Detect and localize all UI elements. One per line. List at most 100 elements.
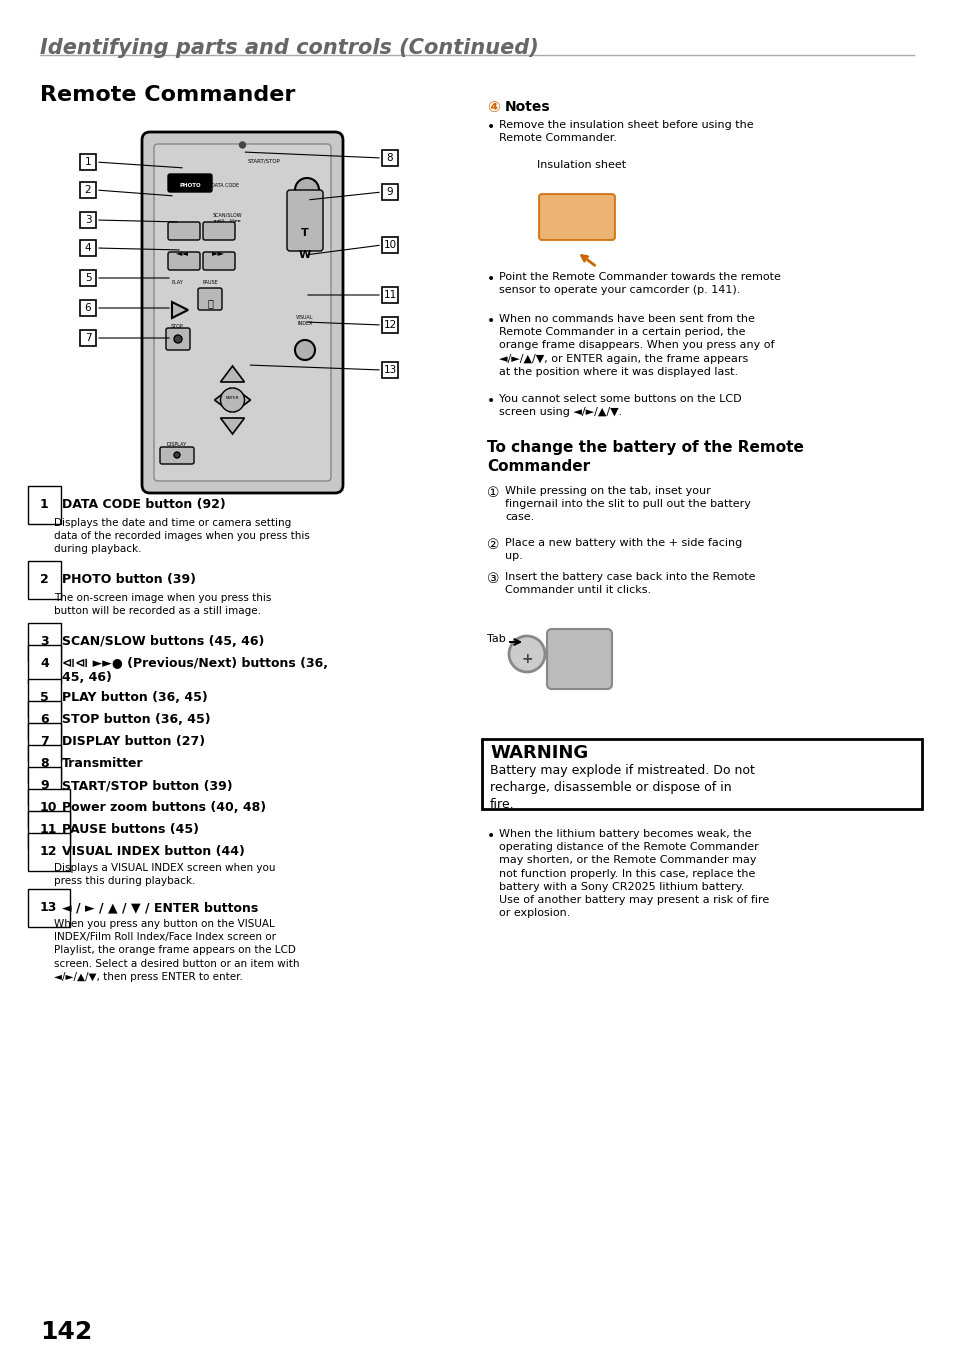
Text: ENTER: ENTER (226, 396, 239, 400)
Circle shape (509, 636, 544, 672)
Text: ◄◄SS    SS►►: ◄◄SS SS►► (213, 218, 241, 223)
Polygon shape (172, 303, 188, 318)
Text: 8: 8 (40, 757, 49, 769)
Text: You cannot select some buttons on the LCD
screen using ◄/►/▲/▼.: You cannot select some buttons on the LC… (498, 394, 740, 417)
FancyBboxPatch shape (168, 252, 200, 270)
Text: Transmitter: Transmitter (62, 757, 144, 769)
Text: •: • (486, 313, 495, 328)
Text: 45, 46): 45, 46) (62, 670, 112, 684)
Text: PHOTO button (39): PHOTO button (39) (62, 573, 195, 586)
Text: The on-screen image when you press this
button will be recorded as a still image: The on-screen image when you press this … (54, 593, 271, 616)
Text: DATA CODE button (92): DATA CODE button (92) (62, 498, 226, 512)
FancyBboxPatch shape (168, 223, 200, 240)
FancyBboxPatch shape (203, 223, 234, 240)
Text: 11: 11 (40, 822, 57, 836)
Bar (381, 185, 397, 199)
Text: 7: 7 (85, 332, 91, 343)
Text: STOP: STOP (171, 324, 183, 328)
Text: 2: 2 (40, 573, 49, 586)
Text: VISUAL
INDEX: VISUAL INDEX (295, 315, 314, 326)
Text: Battery may explode if mistreated. Do not
recharge, disassemble or dispose of in: Battery may explode if mistreated. Do no… (490, 764, 754, 811)
Text: DISPLAY button (27): DISPLAY button (27) (62, 735, 205, 748)
Bar (381, 318, 397, 332)
FancyBboxPatch shape (168, 174, 212, 191)
FancyBboxPatch shape (166, 328, 190, 350)
Bar (381, 362, 397, 379)
Bar (80, 330, 96, 346)
Circle shape (294, 178, 318, 202)
Text: ②: ② (486, 537, 499, 552)
Text: Place a new battery with the + side facing
up.: Place a new battery with the + side faci… (504, 537, 741, 562)
Bar (80, 182, 96, 198)
Text: 4: 4 (40, 657, 49, 670)
Text: DATA CODE: DATA CODE (211, 183, 239, 189)
Text: 8: 8 (386, 153, 393, 163)
Text: Point the Remote Commander towards the remote
sensor to operate your camcorder (: Point the Remote Commander towards the r… (498, 271, 781, 296)
Text: ⧏⧏ ►►● (Previous/Next) buttons (36,: ⧏⧏ ►►● (Previous/Next) buttons (36, (62, 657, 328, 670)
FancyBboxPatch shape (546, 630, 612, 689)
Bar (80, 270, 96, 286)
Circle shape (173, 335, 182, 343)
Text: 5: 5 (40, 691, 49, 704)
Text: Displays a VISUAL INDEX screen when you
press this during playback.: Displays a VISUAL INDEX screen when you … (54, 863, 275, 886)
Text: Tab: Tab (486, 634, 505, 645)
Text: WARNING: WARNING (490, 744, 588, 763)
Text: +: + (520, 651, 533, 666)
Text: ⏸: ⏸ (207, 299, 213, 308)
Polygon shape (220, 366, 244, 383)
Text: START/STOP button (39): START/STOP button (39) (62, 779, 233, 792)
Text: Remove the insulation sheet before using the
Remote Commander.: Remove the insulation sheet before using… (498, 119, 753, 144)
Text: •: • (486, 829, 495, 843)
Text: VISUAL INDEX button (44): VISUAL INDEX button (44) (62, 845, 245, 858)
FancyBboxPatch shape (287, 190, 323, 251)
Text: 9: 9 (386, 187, 393, 197)
FancyBboxPatch shape (538, 194, 615, 240)
Text: 11: 11 (383, 290, 396, 300)
Text: 3: 3 (40, 635, 49, 649)
Text: DISPLAY: DISPLAY (167, 442, 187, 446)
Text: 6: 6 (40, 712, 49, 726)
Text: STOP button (36, 45): STOP button (36, 45) (62, 712, 211, 726)
Text: 5: 5 (85, 273, 91, 284)
FancyBboxPatch shape (481, 740, 921, 809)
Text: Insert the battery case back into the Remote
Commander until it clicks.: Insert the battery case back into the Re… (504, 573, 755, 596)
Bar (80, 240, 96, 256)
Circle shape (294, 341, 314, 360)
Text: ④: ④ (486, 100, 499, 115)
Bar (80, 300, 96, 316)
Circle shape (220, 388, 244, 413)
Text: Insulation sheet: Insulation sheet (537, 160, 625, 170)
Text: 10: 10 (383, 240, 396, 250)
Bar (80, 153, 96, 170)
Text: ③: ③ (486, 573, 499, 586)
Text: •: • (486, 394, 495, 408)
Circle shape (173, 452, 180, 459)
Text: 1: 1 (40, 498, 49, 512)
Text: 4: 4 (85, 243, 91, 252)
Text: 7: 7 (40, 735, 49, 748)
FancyBboxPatch shape (153, 144, 331, 480)
Text: 6: 6 (85, 303, 91, 313)
FancyBboxPatch shape (203, 252, 234, 270)
Bar (381, 237, 397, 252)
Text: ①: ① (486, 486, 499, 499)
Text: When the lithium battery becomes weak, the
operating distance of the Remote Comm: When the lithium battery becomes weak, t… (498, 829, 768, 919)
Text: W: W (298, 250, 311, 261)
Text: Identifying parts and controls (Continued): Identifying parts and controls (Continue… (40, 38, 538, 58)
Text: 2: 2 (85, 185, 91, 195)
Text: 142: 142 (40, 1320, 92, 1343)
Text: 10: 10 (40, 801, 57, 814)
Text: START/STOP: START/STOP (248, 157, 280, 163)
Text: 9: 9 (40, 779, 49, 792)
Text: Displays the date and time or camera setting
data of the recorded images when yo: Displays the date and time or camera set… (54, 518, 310, 555)
Circle shape (239, 142, 245, 148)
Bar (381, 151, 397, 166)
Text: ◄◄: ◄◄ (175, 248, 189, 256)
Text: When no commands have been sent from the
Remote Commander in a certain period, t: When no commands have been sent from the… (498, 313, 774, 377)
Text: PAUSE: PAUSE (202, 280, 217, 285)
Text: PLAY: PLAY (171, 280, 183, 285)
Text: PAUSE buttons (45): PAUSE buttons (45) (62, 822, 199, 836)
Text: SCAN/SLOW: SCAN/SLOW (213, 212, 242, 217)
Polygon shape (220, 418, 244, 434)
Text: 12: 12 (40, 845, 57, 858)
